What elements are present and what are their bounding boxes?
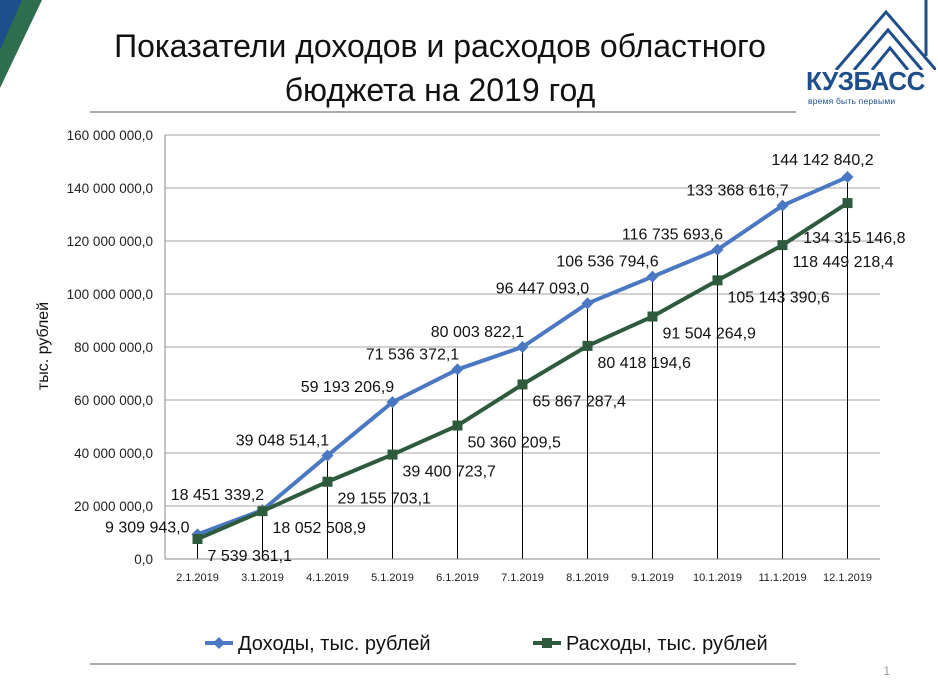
x-tick-label: 2.1.2019 <box>176 572 219 584</box>
legend: Доходы, тыс. рублей Расходы, тыс. рублей <box>205 633 768 655</box>
data-point-income <box>841 171 854 184</box>
y-axis-label: тыс. рублей <box>35 302 52 390</box>
data-label-expense: 105 143 390,6 <box>728 289 830 306</box>
data-point-income <box>386 396 399 409</box>
legend-marker <box>213 637 225 649</box>
x-tick-label: 6.1.2019 <box>436 572 479 584</box>
y-tick-label: 140 000 000,0 <box>67 181 153 196</box>
data-label-expense: 50 360 209,5 <box>468 435 562 452</box>
data-point-expense <box>192 534 203 545</box>
data-label-income: 39 048 514,1 <box>236 433 330 450</box>
x-tick-label: 9.1.2019 <box>631 572 674 584</box>
data-label-expense: 80 418 194,6 <box>598 355 692 372</box>
data-point-income <box>321 449 334 462</box>
data-label-expense: 18 052 508,9 <box>273 520 367 537</box>
legend-label: Расходы, тыс. рублей <box>566 633 768 655</box>
axes: 0,0 20 000 000,0 40 000 000,0 60 000 000,0 8… <box>67 128 880 584</box>
data-labels: 9 309 943,0 18 451 339,2 39 048 514,1 59 19… <box>105 152 906 565</box>
data-point-expense <box>257 506 268 517</box>
data-point-expense <box>647 311 658 322</box>
data-label-income: 116 735 693,6 <box>622 227 723 244</box>
drop-lines <box>197 177 848 559</box>
data-point-expense <box>387 449 398 460</box>
y-tick-label: 160 000 000,0 <box>67 128 153 143</box>
y-tick-label: 80 000 000,0 <box>74 340 153 355</box>
legend-item-income: Доходы, тыс. рублей <box>205 633 431 655</box>
data-label-expense: 29 155 703,1 <box>338 491 432 508</box>
data-label-income: 133 368 616,7 <box>686 183 788 200</box>
title-line-1: Показатели доходов и расходов областного <box>114 28 766 64</box>
data-label-income: 9 309 943,0 <box>105 519 190 536</box>
data-point-income <box>711 243 724 256</box>
data-label-income: 80 003 822,1 <box>431 324 525 341</box>
series <box>191 171 854 545</box>
title-line-2: бюджета на 2019 год <box>284 72 596 108</box>
logo-mark <box>834 0 936 70</box>
logo-tagline: время быть первыми <box>808 96 896 106</box>
y-tick-label: 40 000 000,0 <box>74 446 153 461</box>
x-tick-label: 4.1.2019 <box>306 572 349 584</box>
data-point-income <box>581 297 594 310</box>
data-label-income: 59 193 206,9 <box>301 379 395 396</box>
data-point-income <box>646 270 659 283</box>
x-tick-label: 10.1.2019 <box>693 572 742 584</box>
data-label-income: 71 536 372,1 <box>366 346 460 363</box>
data-label-expense: 65 867 287,4 <box>533 393 627 410</box>
page-number: 1 <box>883 664 890 678</box>
y-tick-label: 100 000 000,0 <box>67 287 153 302</box>
data-point-expense <box>777 240 788 251</box>
data-point-expense <box>842 198 853 209</box>
data-point-expense <box>452 420 463 431</box>
data-label-income: 96 447 093,0 <box>496 280 590 297</box>
x-tick-label: 8.1.2019 <box>566 572 609 584</box>
data-point-expense <box>712 275 723 286</box>
data-label-expense: 91 504 264,9 <box>663 326 757 343</box>
data-label-expense: 39 400 723,7 <box>403 464 497 481</box>
data-label-expense: 134 315 146,8 <box>803 230 905 247</box>
legend-item-expense: Расходы, тыс. рублей <box>533 633 768 655</box>
x-tick-label: 11.1.2019 <box>758 572 806 584</box>
y-tick-label: 0,0 <box>134 552 153 567</box>
logo-wordmark: КУЗБАСС <box>806 66 925 96</box>
y-tick-label: 120 000 000,0 <box>67 234 153 249</box>
data-point-income <box>516 340 529 353</box>
legend-label: Доходы, тыс. рублей <box>238 633 431 655</box>
data-point-income <box>776 199 789 212</box>
legend-marker <box>542 638 552 648</box>
data-point-expense <box>517 379 528 390</box>
x-tick-label: 3.1.2019 <box>241 572 284 584</box>
x-tick-label: 5.1.2019 <box>371 572 414 584</box>
data-label-income: 106 536 794,6 <box>556 254 658 271</box>
x-tick-label: 12.1.2019 <box>823 572 872 584</box>
data-label-expense: 118 449 218,4 <box>793 254 894 271</box>
chart-title: Показатели доходов и расходов областного… <box>60 24 820 112</box>
corner-accent <box>0 0 42 88</box>
data-label-income: 18 451 339,2 <box>171 487 265 504</box>
data-point-expense <box>582 340 593 351</box>
data-point-expense <box>322 476 333 487</box>
y-tick-label: 20 000 000,0 <box>74 499 153 514</box>
y-tick-label: 60 000 000,0 <box>74 393 153 408</box>
data-label-income: 144 142 840,2 <box>771 152 873 169</box>
data-point-income <box>451 363 464 376</box>
x-tick-label: 7.1.2019 <box>501 572 544 584</box>
data-label-expense: 7 539 361,1 <box>208 548 293 565</box>
